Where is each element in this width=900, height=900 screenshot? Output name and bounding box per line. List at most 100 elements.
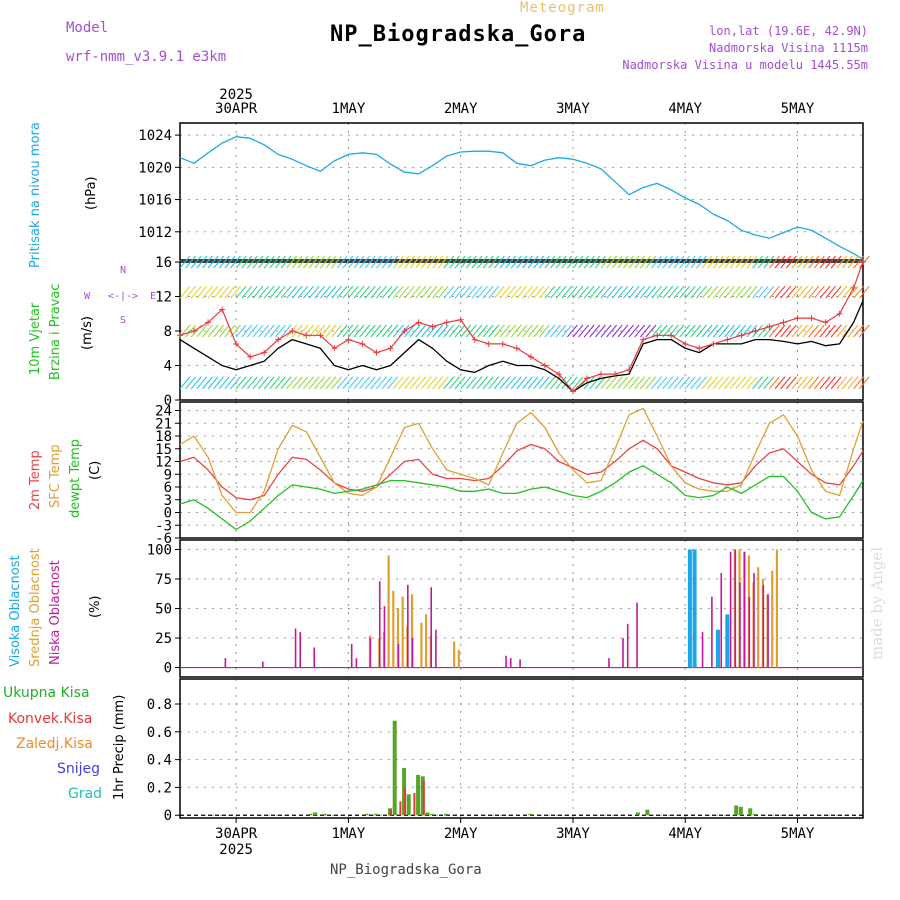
wind-barb bbox=[724, 285, 735, 299]
wind-barb bbox=[275, 255, 286, 269]
wind-barb bbox=[808, 255, 820, 269]
wind-barb bbox=[286, 285, 298, 299]
wind-barb bbox=[684, 285, 696, 299]
wind-barb bbox=[443, 324, 455, 338]
cloud-low-bar bbox=[407, 584, 409, 668]
wind-barb bbox=[639, 255, 651, 269]
cloud-low-bar bbox=[739, 582, 741, 668]
wind-barb bbox=[213, 376, 225, 390]
wind-barb bbox=[679, 324, 691, 338]
x-tick-label-top: 1MAY bbox=[332, 101, 366, 117]
wind-barb bbox=[331, 285, 342, 299]
wind-barb bbox=[533, 324, 545, 338]
wind-barb bbox=[449, 285, 460, 299]
wind-barb bbox=[561, 285, 573, 299]
wind-speed-marker bbox=[780, 319, 787, 326]
wind-barb bbox=[701, 324, 713, 338]
wind-barb bbox=[527, 376, 539, 390]
wind-barb bbox=[426, 285, 438, 299]
wind-barb bbox=[544, 324, 556, 338]
wind-barb bbox=[314, 255, 326, 269]
wind-speed-marker bbox=[289, 328, 296, 334]
wind-barb bbox=[392, 376, 404, 390]
footer-title: NP_Biogradska_Gora bbox=[330, 862, 482, 878]
wind-barb bbox=[398, 285, 410, 299]
wind-barb bbox=[404, 285, 415, 299]
wind-barb bbox=[404, 376, 415, 390]
wind-barb bbox=[651, 324, 662, 338]
wind-barb bbox=[651, 376, 662, 390]
wind-speed-marker bbox=[205, 319, 212, 326]
cloud-low-bar bbox=[734, 549, 737, 668]
cloud-low-bar bbox=[262, 661, 264, 668]
wind-speed-marker bbox=[654, 332, 661, 339]
wind-barb bbox=[370, 324, 382, 338]
wind-barb bbox=[477, 255, 488, 269]
wind-barb bbox=[791, 285, 803, 299]
wind-barb bbox=[286, 255, 298, 269]
wind-barb bbox=[662, 285, 674, 299]
wind-barb bbox=[235, 285, 247, 299]
wind-barb bbox=[623, 324, 634, 338]
y-tick-label: 12 bbox=[155, 455, 172, 471]
precip-total-bar bbox=[752, 813, 757, 816]
wind-barb bbox=[263, 376, 275, 390]
wind-barb bbox=[583, 285, 595, 299]
wind-barb bbox=[252, 255, 264, 269]
wind-barb bbox=[493, 376, 505, 390]
wind-barb bbox=[280, 285, 292, 299]
wind-barb bbox=[735, 324, 747, 338]
wind-barb bbox=[791, 376, 803, 390]
wind-barb bbox=[190, 376, 202, 390]
wind-barb bbox=[684, 324, 696, 338]
wind-barb bbox=[319, 255, 331, 269]
wind-barb bbox=[628, 285, 640, 299]
y-tick-label: 12 bbox=[155, 290, 172, 306]
precip-conv-bar bbox=[390, 809, 393, 816]
wind-barb bbox=[488, 285, 500, 299]
wind-barb bbox=[376, 255, 387, 269]
wind-barb bbox=[392, 285, 404, 299]
wind-barb bbox=[387, 285, 399, 299]
y-tick-label: 15 bbox=[155, 442, 172, 458]
wind-barb bbox=[735, 376, 747, 390]
wind-barb bbox=[246, 376, 258, 390]
wind-barb bbox=[454, 255, 466, 269]
wind-barb bbox=[218, 324, 230, 338]
cloud-low-bar bbox=[509, 658, 512, 668]
wind-barb bbox=[482, 376, 494, 390]
wind-barb bbox=[628, 376, 640, 390]
cloud-mid-bar bbox=[757, 567, 760, 668]
wind-barb bbox=[258, 285, 269, 299]
wind-barb bbox=[263, 324, 275, 338]
wind-barb bbox=[527, 285, 539, 299]
wind-barb bbox=[561, 255, 573, 269]
wind-barb bbox=[538, 324, 550, 338]
wind-barb bbox=[275, 285, 286, 299]
wind-barb bbox=[611, 376, 623, 390]
wind-barb bbox=[813, 285, 825, 299]
wind-speed-marker bbox=[583, 375, 590, 382]
wind-barb bbox=[325, 285, 337, 299]
wind-barb bbox=[415, 285, 427, 299]
compass-arrows: <-|-> bbox=[108, 291, 138, 302]
wind-barb bbox=[488, 324, 500, 338]
wind-barb bbox=[763, 376, 775, 390]
wind-barb bbox=[538, 255, 550, 269]
legend-total-rain: Ukupna Kisa bbox=[3, 685, 90, 701]
cloud-high-bar bbox=[725, 614, 730, 668]
cloud-low-bar bbox=[355, 658, 358, 668]
wind-barb bbox=[544, 255, 556, 269]
wind-barb bbox=[589, 285, 601, 299]
subtitle: Meteogram bbox=[520, 0, 605, 16]
wind-barb bbox=[252, 376, 264, 390]
wind-barb bbox=[724, 376, 735, 390]
wind-barb bbox=[421, 255, 432, 269]
wind-barb bbox=[179, 255, 191, 269]
wind-barb bbox=[656, 285, 668, 299]
wind-barb bbox=[432, 376, 444, 390]
wind-barb bbox=[544, 285, 556, 299]
x-tick-label-top: 2MAY bbox=[444, 101, 478, 117]
wind-barb bbox=[426, 376, 438, 390]
wind-barb bbox=[381, 324, 393, 338]
